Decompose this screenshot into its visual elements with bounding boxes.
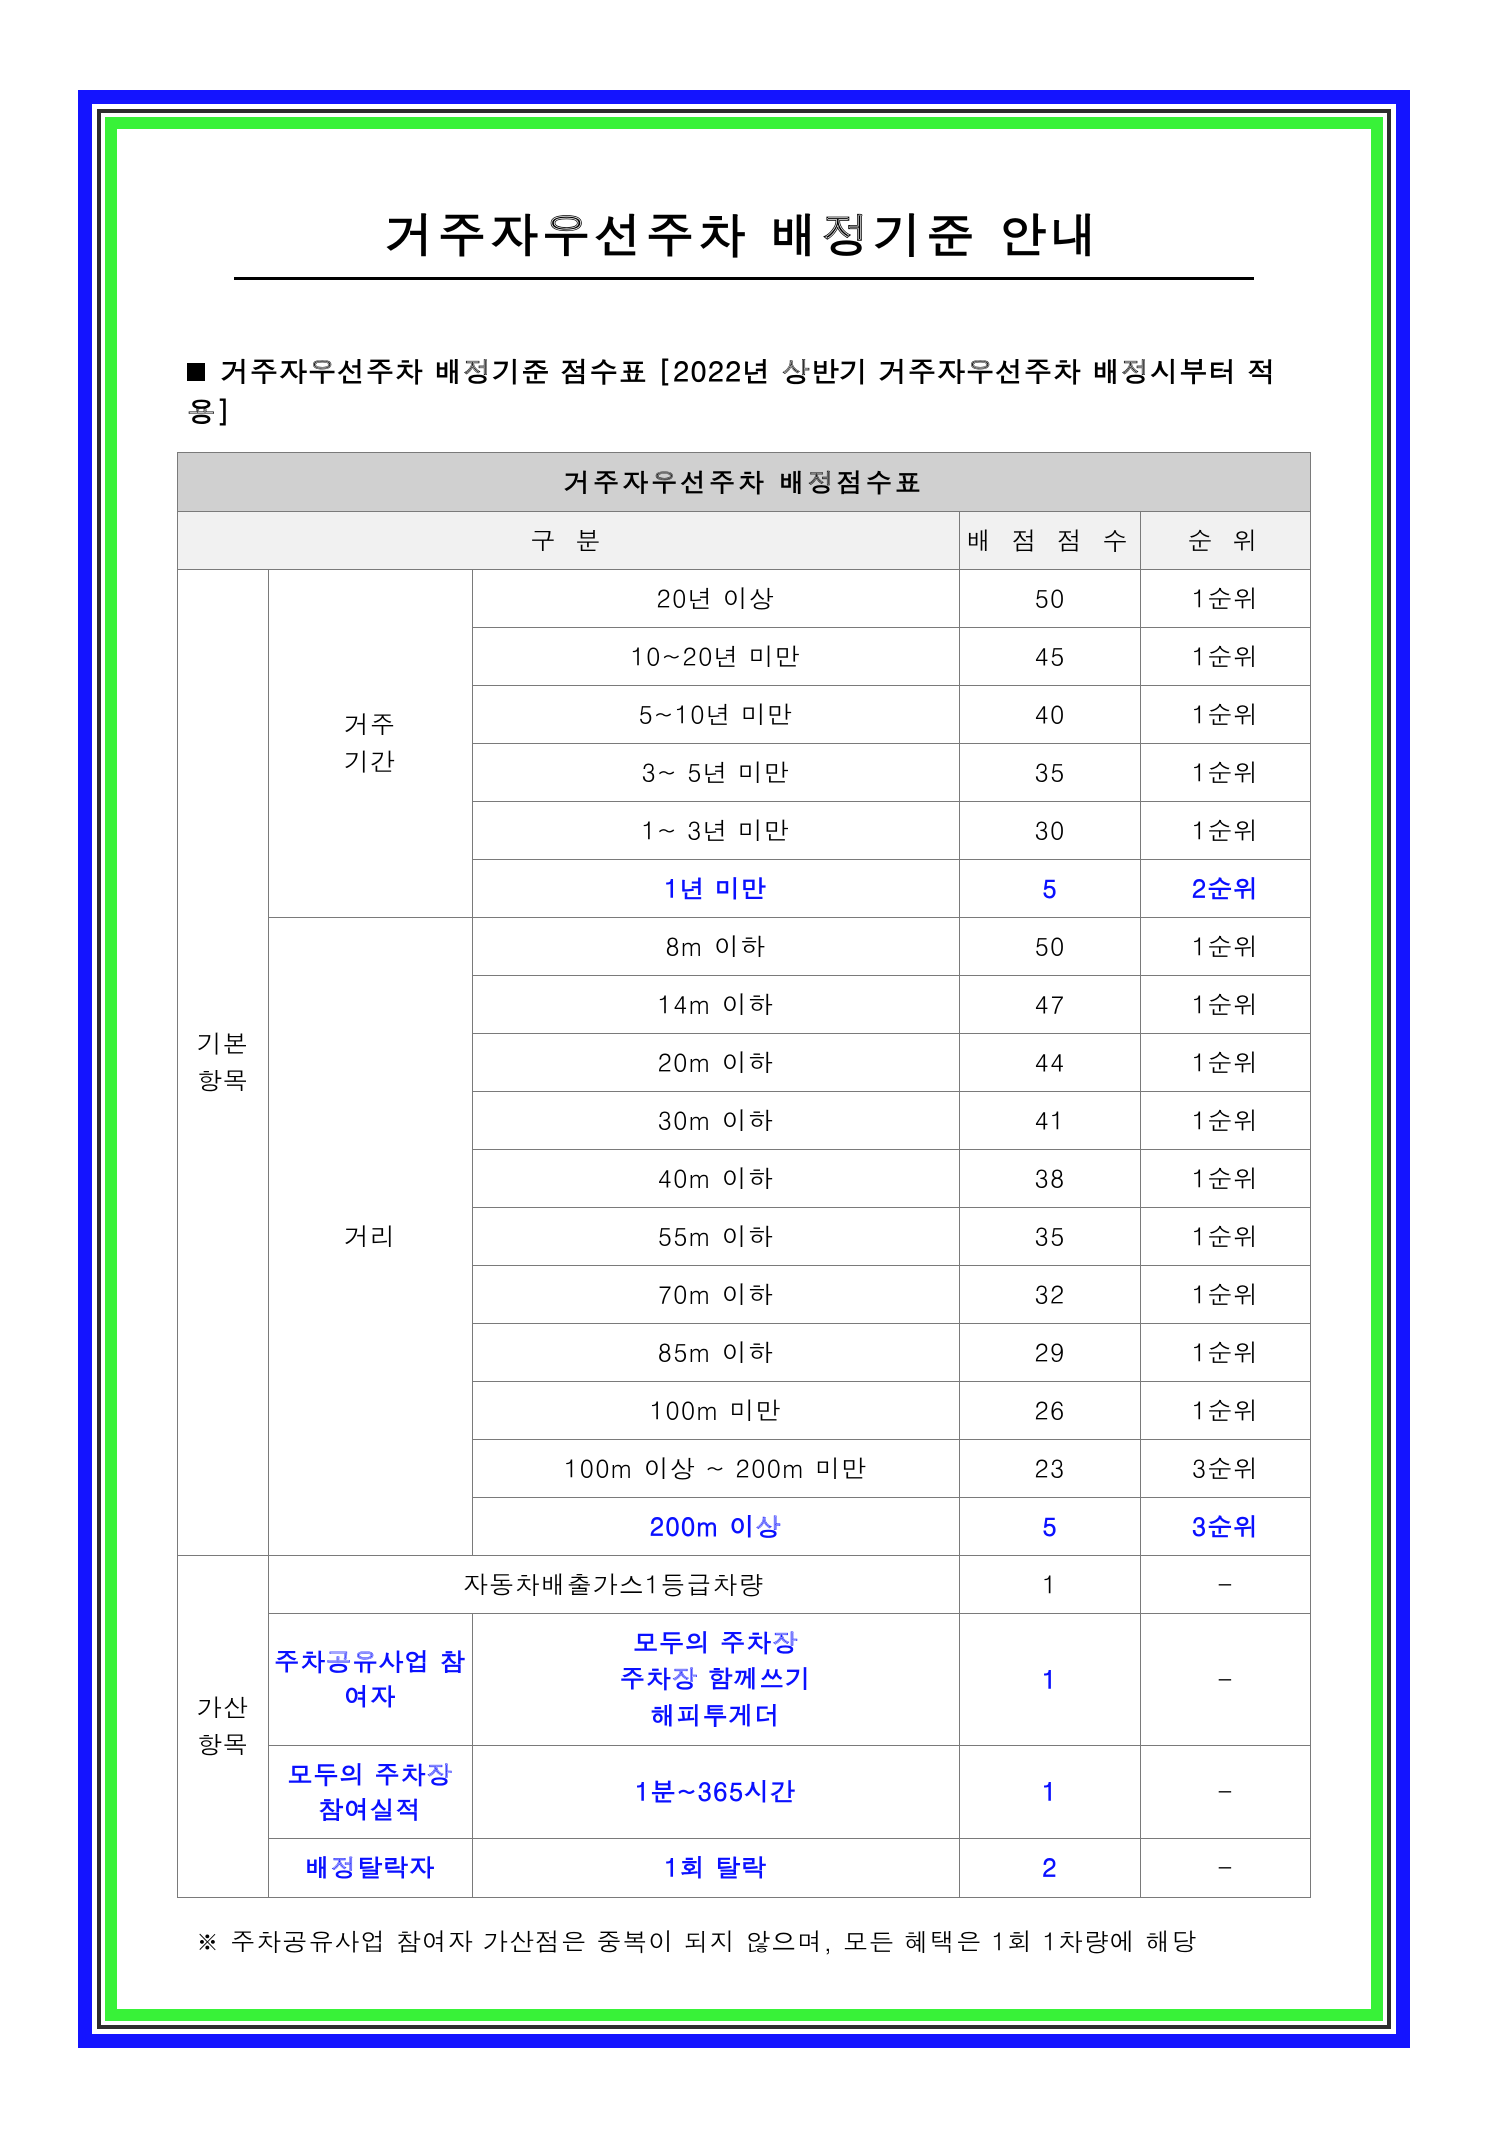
col-rank: 순 위 [1141,512,1311,570]
bonus-item-label: 모두의 주차장 참여실적 [268,1745,472,1838]
col-score: 배 점 점 수 [959,512,1140,570]
residence-label-cell: 거주기간 [268,570,472,918]
criteria-cell: 10~20년 미만 [472,628,959,686]
criteria-cell: 1회 탈락 [472,1838,959,1897]
score-cell: 50 [959,570,1140,628]
criteria-cell: 모두의 주차장주차장 함께쓰기해피투게더 [472,1614,959,1746]
score-cell: 35 [959,744,1140,802]
score-cell: 30 [959,802,1140,860]
score-cell: 38 [959,1150,1140,1208]
criteria-cell: 20m 이하 [472,1034,959,1092]
page: 거주자우선주차 배정기준 안내 거주자우선주차 배정기준 점수표 [2022년 … [0,0,1488,2138]
rank-cell: 1순위 [1141,628,1311,686]
intro-line: 거주자우선주차 배정기준 점수표 [2022년 상반기 거주자우선주차 배정시부… [187,350,1311,430]
rank-cell: 1순위 [1141,1034,1311,1092]
bonus-item-label: 배정탈락자 [268,1838,472,1897]
rank-cell: 1순위 [1141,1382,1311,1440]
rank-cell: 1순위 [1141,686,1311,744]
score-cell: 41 [959,1092,1140,1150]
page-title: 거주자우선주차 배정기준 안내 [177,199,1311,267]
table-caption: 거주자우선주차 배정점수표 [178,453,1311,512]
distance-label-cell: 거리 [268,918,472,1556]
criteria-cell: 70m 이하 [472,1266,959,1324]
rank-cell: 1순위 [1141,1324,1311,1382]
criteria-cell: 85m 이하 [472,1324,959,1382]
score-cell: 1 [959,1614,1140,1746]
criteria-cell: 40m 이하 [472,1150,959,1208]
rank-cell: - [1141,1838,1311,1897]
rank-cell: 1순위 [1141,570,1311,628]
score-cell: 44 [959,1034,1140,1092]
rank-cell: 1순위 [1141,802,1311,860]
bonus-item-label: 자동차배출가스1등급차량 [268,1556,959,1614]
rank-cell: 1순위 [1141,918,1311,976]
score-cell: 1 [959,1745,1140,1838]
criteria-cell: 5~10년 미만 [472,686,959,744]
criteria-cell: 30m 이하 [472,1092,959,1150]
table-row: 기본항목거주기간20년 이상501순위 [178,570,1311,628]
score-cell: 2 [959,1838,1140,1897]
table-row: 모두의 주차장 참여실적1분~365시간1- [178,1745,1311,1838]
bonus-item-label: 주차공유사업 참여자 [268,1614,472,1746]
criteria-cell: 3~ 5년 미만 [472,744,959,802]
score-table: 거주자우선주차 배정점수표 구 분 배 점 점 수 순 위 기본항목거주기간20… [177,452,1311,1898]
title-underline [234,277,1255,280]
criteria-cell: 1년 미만 [472,860,959,918]
table-row: 거리8m 이하501순위 [178,918,1311,976]
frame-mid: 거주자우선주차 배정기준 안내 거주자우선주차 배정기준 점수표 [2022년 … [97,109,1391,2029]
intro-text: 거주자우선주차 배정기준 점수표 [2022년 상반기 거주자우선주차 배정시부… [187,350,1277,430]
rank-cell: 1순위 [1141,1150,1311,1208]
criteria-cell: 8m 이하 [472,918,959,976]
rank-cell: 3순위 [1141,1440,1311,1498]
score-cell: 29 [959,1324,1140,1382]
score-cell: 26 [959,1382,1140,1440]
square-bullet-icon [187,363,205,381]
criteria-cell: 1~ 3년 미만 [472,802,959,860]
table-row: 주차공유사업 참여자모두의 주차장주차장 함께쓰기해피투게더1- [178,1614,1311,1746]
rank-cell: 1순위 [1141,1092,1311,1150]
rank-cell: - [1141,1614,1311,1746]
rank-cell: - [1141,1745,1311,1838]
criteria-cell: 14m 이하 [472,976,959,1034]
rank-cell: - [1141,1556,1311,1614]
rank-cell: 1순위 [1141,1208,1311,1266]
rank-cell: 1순위 [1141,976,1311,1034]
score-cell: 32 [959,1266,1140,1324]
score-cell: 35 [959,1208,1140,1266]
footnote: ※ 주차공유사업 참여자 가산점은 중복이 되지 않으며, 모든 혜택은 1회 … [195,1924,1311,1959]
criteria-cell: 100m 이상 ~ 200m 미만 [472,1440,959,1498]
frame-outer: 거주자우선주차 배정기준 안내 거주자우선주차 배정기준 점수표 [2022년 … [78,90,1410,2048]
table-row: 가산항목자동차배출가스1등급차량1- [178,1556,1311,1614]
table-body: 기본항목거주기간20년 이상501순위10~20년 미만451순위5~10년 미… [178,570,1311,1898]
rank-cell: 1순위 [1141,744,1311,802]
score-cell: 40 [959,686,1140,744]
criteria-cell: 55m 이하 [472,1208,959,1266]
score-cell: 23 [959,1440,1140,1498]
bonus-label-cell: 가산항목 [178,1556,269,1898]
score-cell: 5 [959,860,1140,918]
criteria-cell: 1분~365시간 [472,1745,959,1838]
score-cell: 45 [959,628,1140,686]
score-cell: 5 [959,1498,1140,1556]
score-cell: 1 [959,1556,1140,1614]
frame-inner: 거주자우선주차 배정기준 안내 거주자우선주차 배정기준 점수표 [2022년 … [105,117,1383,2021]
rank-cell: 2순위 [1141,860,1311,918]
score-cell: 50 [959,918,1140,976]
criteria-cell: 20년 이상 [472,570,959,628]
score-cell: 47 [959,976,1140,1034]
table-row: 배정탈락자1회 탈락2- [178,1838,1311,1897]
criteria-cell: 200m 이상 [472,1498,959,1556]
col-category: 구 분 [178,512,960,570]
rank-cell: 1순위 [1141,1266,1311,1324]
rank-cell: 3순위 [1141,1498,1311,1556]
criteria-cell: 100m 미만 [472,1382,959,1440]
basic-label-cell: 기본항목 [178,570,269,1556]
